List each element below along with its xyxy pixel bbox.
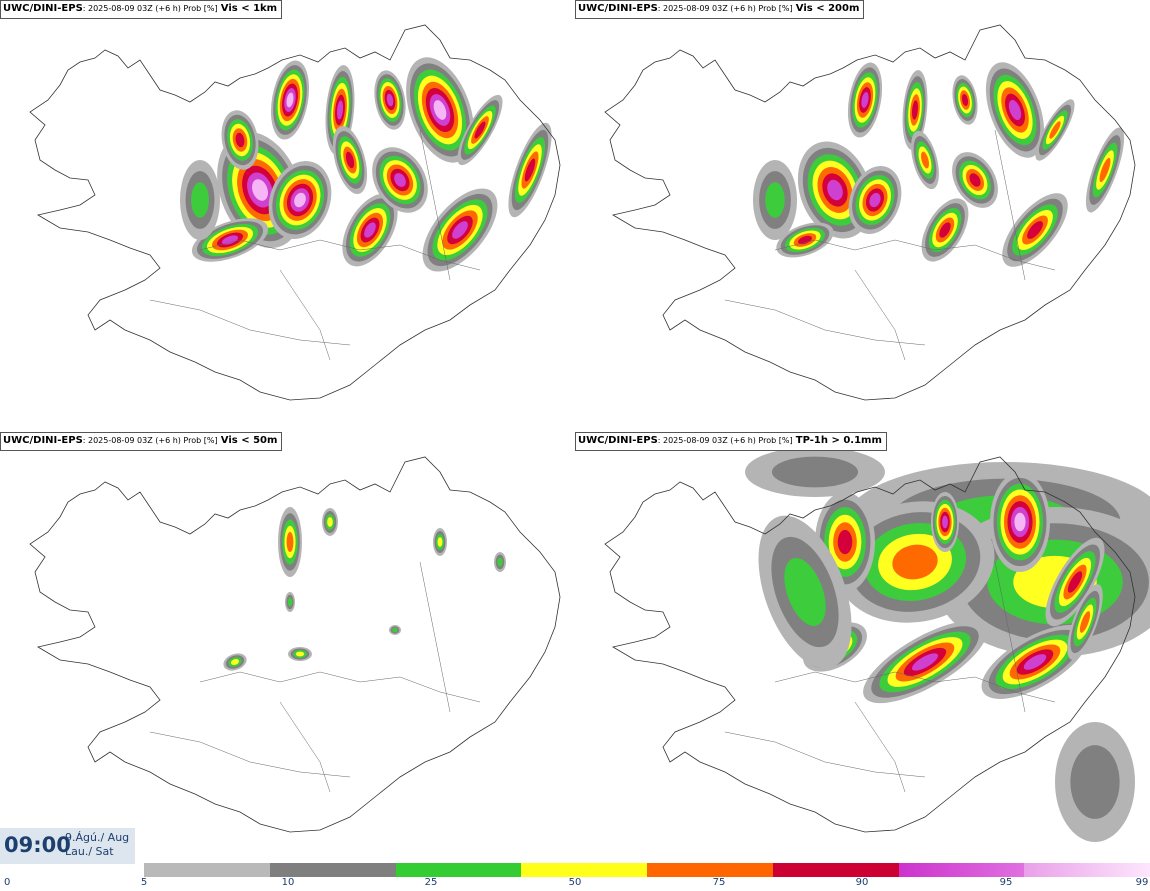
probability-contour <box>1079 611 1091 633</box>
color-segment <box>1024 863 1150 877</box>
probability-contour <box>287 597 293 607</box>
probability-contour <box>336 100 344 120</box>
probability-contour <box>942 515 948 529</box>
probability-field <box>223 507 506 671</box>
panel-title: UWC/DINI-EPS: 2025-08-09 03Z (+6 h) Prob… <box>0 0 283 19</box>
color-segment <box>898 863 1025 877</box>
probability-contour <box>771 456 859 488</box>
legend-tick: 75 <box>712 877 726 888</box>
probability-contour <box>798 235 812 245</box>
probability-contour <box>235 132 245 148</box>
probability-contour <box>394 173 406 187</box>
probability-contour <box>364 222 376 238</box>
map-panel-vis-200m: UWC/DINI-EPS: 2025-08-09 03Z (+6 h) Prob… <box>575 0 1150 430</box>
probability-contour <box>892 544 938 580</box>
probability-contour <box>327 517 333 527</box>
valid-date: 9.Ágú./ Aug Lau./ Sat <box>65 831 130 858</box>
probability-contour <box>497 557 503 567</box>
probability-contour <box>386 93 394 107</box>
probability-contour <box>784 558 826 626</box>
probability-contour <box>969 173 981 187</box>
probability-contour <box>1008 99 1022 121</box>
probability-contour <box>191 182 209 218</box>
panel-title: UWC/DINI-EPS: 2025-08-09 03Z (+6 h) Prob… <box>575 432 887 451</box>
probability-contour <box>861 92 869 108</box>
probability-contour <box>221 235 239 245</box>
color-segment <box>395 863 522 877</box>
probability-contour <box>1099 157 1111 183</box>
probability-contour <box>230 659 240 665</box>
map-panel-precip: UWC/DINI-EPS: 2025-08-09 03Z (+6 h) Prob… <box>575 432 1150 862</box>
probability-contour <box>452 221 468 239</box>
valid-time-box: 09:00 9.Ágú./ Aug Lau./ Sat <box>0 828 135 864</box>
probability-contour <box>827 179 843 201</box>
probability-field <box>180 57 552 272</box>
probability-contour <box>433 100 447 120</box>
probability-contour <box>869 192 881 208</box>
probability-contour <box>961 94 969 106</box>
probability-contour <box>286 532 294 552</box>
map-panel-vis-50m: UWC/DINI-EPS: 2025-08-09 03Z (+6 h) Prob… <box>0 432 575 862</box>
probability-contour <box>252 179 268 201</box>
probability-contour <box>837 529 853 555</box>
valid-time: 09:00 <box>4 833 71 857</box>
probability-contour <box>437 537 443 547</box>
probability-contour <box>294 192 306 208</box>
probability-field <box>753 62 1125 267</box>
iceland-map <box>29 456 561 833</box>
color-segment <box>144 863 270 877</box>
legend-tick: 25 <box>424 877 438 888</box>
probability-contour <box>286 92 294 108</box>
iceland-map <box>29 24 561 401</box>
probability-contour <box>524 158 536 182</box>
probability-field <box>745 447 1150 842</box>
probability-contour <box>392 627 398 633</box>
probability-contour <box>295 651 305 657</box>
probability-contour <box>921 151 929 169</box>
probability-contour <box>1067 571 1083 593</box>
color-segment <box>647 863 773 877</box>
legend-tick: 0 <box>4 877 11 888</box>
probability-contour <box>1014 512 1026 532</box>
legend-tick: 95 <box>999 877 1013 888</box>
color-scale-bar <box>144 863 1150 877</box>
probability-contour <box>345 151 355 169</box>
map-panel-vis-1km: UWC/DINI-EPS: 2025-08-09 03Z (+6 h) Prob… <box>0 0 575 430</box>
legend-tick: 5 <box>140 877 148 888</box>
probability-contour <box>1070 745 1120 819</box>
legend-tick: 90 <box>855 877 869 888</box>
probability-contour <box>939 222 951 238</box>
legend-tick: 10 <box>281 877 295 888</box>
probability-contour <box>765 182 785 218</box>
iceland-map <box>604 447 1150 842</box>
color-segment <box>521 863 647 877</box>
legend-tick: 50 <box>568 877 582 888</box>
color-segment <box>269 863 396 877</box>
probability-contour <box>1049 121 1061 139</box>
probability-contour <box>911 653 939 671</box>
iceland-map <box>604 24 1136 401</box>
probability-contour <box>1027 221 1043 239</box>
probability-contour <box>474 121 486 139</box>
color-segment <box>772 863 899 877</box>
probability-contour <box>1023 654 1047 670</box>
panel-title: UWC/DINI-EPS: 2025-08-09 03Z (+6 h) Prob… <box>575 0 865 19</box>
probability-contour <box>911 100 919 120</box>
legend-tick: 99 <box>1135 877 1149 888</box>
panel-title: UWC/DINI-EPS: 2025-08-09 03Z (+6 h) Prob… <box>0 432 283 451</box>
